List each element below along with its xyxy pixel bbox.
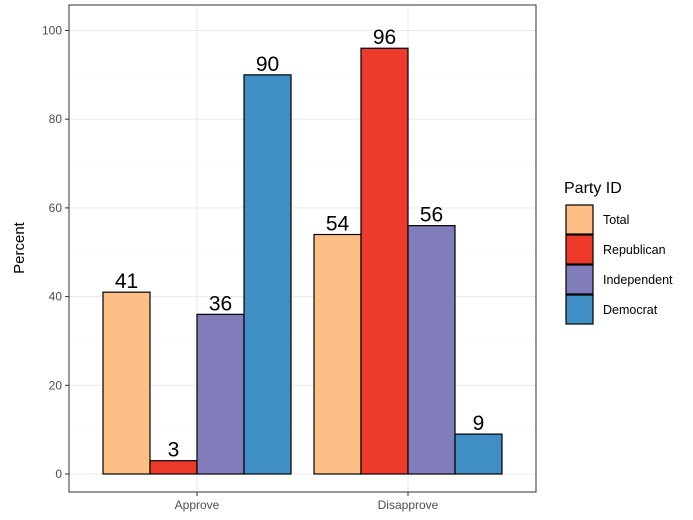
- bar-disapprove-republican: [360, 47, 409, 475]
- legend: Party ID Total Republican Independent Democ…: [564, 180, 673, 325]
- x-axis: Approve Disapprove: [175, 492, 439, 512]
- y-tick-label-0: 0: [55, 467, 62, 481]
- legend-label-independent: Independent: [603, 273, 673, 287]
- bar-approve-republican: [149, 460, 198, 475]
- legend-key-independent: [565, 264, 594, 295]
- y-axis: 0 20 40 60 80 100: [42, 24, 69, 481]
- bar-label-disapprove-total: 54: [326, 213, 350, 236]
- bar-value-labels: 41 3 36 90 54 96 56 9: [115, 26, 485, 461]
- legend-title: Party ID: [564, 180, 622, 197]
- legend-label-total: Total: [603, 213, 629, 227]
- bar-label-disapprove-democrat: 9: [473, 412, 485, 435]
- y-tick-label-60: 60: [49, 201, 63, 215]
- bar-label-approve-independent: 36: [209, 292, 232, 315]
- y-axis-title: Percent: [11, 221, 28, 274]
- x-tick-label-disapprove: Disapprove: [378, 498, 439, 512]
- bar-label-disapprove-independent: 56: [420, 204, 443, 227]
- legend-label-republican: Republican: [603, 243, 666, 257]
- bar-disapprove-democrat: [454, 433, 503, 475]
- y-tick-label-40: 40: [49, 290, 63, 304]
- plot-panel-border: [68, 4, 537, 493]
- bar-label-approve-republican: 3: [168, 439, 180, 462]
- bar-approve-independent: [196, 313, 245, 475]
- bar-label-approve-total: 41: [115, 270, 138, 293]
- legend-key-republican: [565, 234, 594, 265]
- legend-label-democrat: Democrat: [603, 303, 658, 317]
- bars: [102, 47, 503, 475]
- bar-disapprove-independent: [407, 225, 456, 475]
- bar-label-approve-democrat: 90: [256, 53, 279, 76]
- y-tick-label-100: 100: [42, 24, 62, 38]
- y-tick-label-80: 80: [49, 112, 63, 126]
- bar-disapprove-total: [313, 233, 362, 475]
- x-tick-label-approve: Approve: [175, 498, 220, 512]
- legend-key-total: [565, 204, 594, 235]
- bar-label-disapprove-republican: 96: [373, 26, 396, 49]
- bar-approve-total: [102, 291, 151, 475]
- bar-approve-democrat: [243, 74, 292, 475]
- y-tick-label-20: 20: [49, 378, 63, 392]
- legend-key-democrat: [565, 294, 594, 325]
